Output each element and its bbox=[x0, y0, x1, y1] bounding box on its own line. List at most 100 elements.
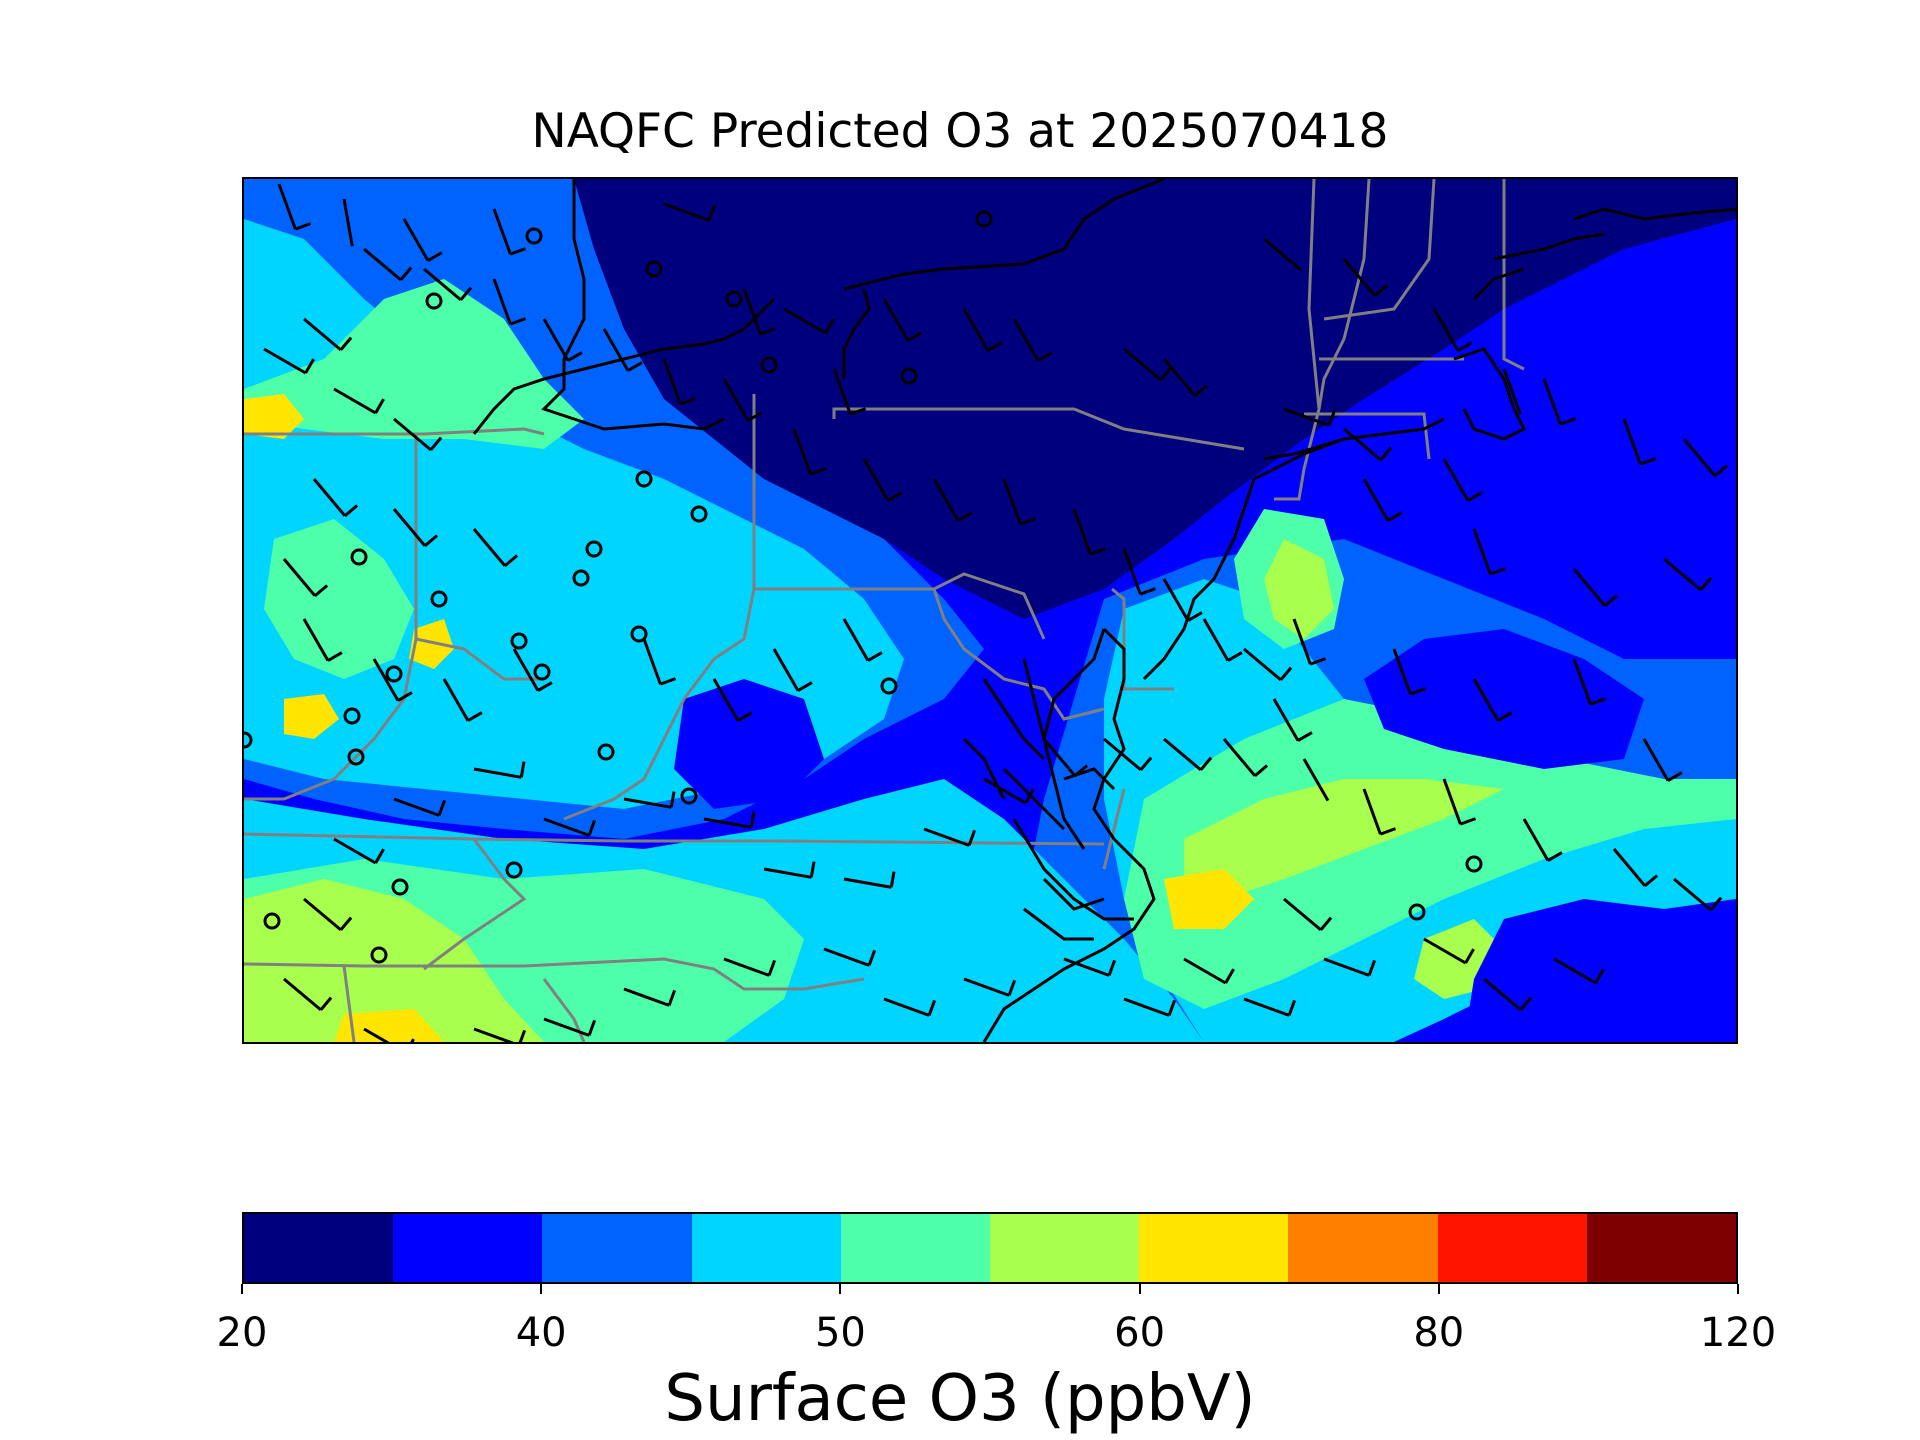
region-40-b bbox=[674, 679, 824, 809]
wind-barb-26 bbox=[1663, 557, 1713, 592]
colorbar-tick-mark bbox=[1437, 1284, 1440, 1294]
colorbar-tick-label: 50 bbox=[814, 1310, 866, 1356]
state-boundary-3 bbox=[752, 394, 1046, 640]
calm-marker-26 bbox=[880, 677, 898, 695]
calm-marker-11 bbox=[430, 590, 448, 608]
region-65-b bbox=[244, 394, 304, 439]
wind-barb-55 bbox=[303, 897, 353, 932]
wind-barb-49 bbox=[723, 957, 777, 977]
wind-barb-63 bbox=[843, 871, 896, 889]
colorbar-tick-label: 120 bbox=[1699, 1310, 1777, 1356]
calm-marker-5 bbox=[900, 367, 918, 385]
wind-barbs bbox=[263, 183, 1729, 1042]
colorbar-tick-mark bbox=[1138, 1284, 1141, 1294]
calm-marker-16 bbox=[533, 663, 551, 681]
calm-marker-19 bbox=[347, 748, 365, 766]
colorbar-tick-mark bbox=[540, 1284, 543, 1294]
state-boundary-6 bbox=[832, 407, 1245, 451]
calm-marker-27 bbox=[1408, 903, 1426, 921]
calm-marker-2 bbox=[425, 292, 443, 310]
wind-barb-87 bbox=[363, 247, 413, 282]
wind-barb-40 bbox=[1283, 897, 1333, 932]
calm-marker-28 bbox=[1465, 855, 1483, 873]
coastline-1 bbox=[541, 179, 725, 431]
wind-barb-98 bbox=[442, 678, 483, 722]
wind-barb-93 bbox=[392, 508, 439, 547]
state-boundary-15 bbox=[1317, 179, 1371, 410]
wind-barb-62 bbox=[763, 861, 816, 879]
wind-barb-103 bbox=[842, 618, 883, 662]
calm-marker-18 bbox=[244, 731, 253, 749]
wind-barb-16 bbox=[1502, 368, 1522, 415]
map-title: NAQFC Predicted O3 at 2025070418 bbox=[531, 104, 1389, 159]
coastline-20 bbox=[1023, 907, 1094, 941]
wind-barb-47 bbox=[883, 997, 937, 1017]
wind-barb-43 bbox=[1183, 957, 1235, 985]
coastline-7 bbox=[1453, 347, 1527, 441]
wind-barb-86 bbox=[423, 267, 473, 302]
ozone-map bbox=[242, 177, 1738, 1044]
wind-barb-96 bbox=[302, 618, 343, 662]
wind-barb-37 bbox=[1553, 957, 1605, 985]
calm-marker-20 bbox=[597, 743, 615, 761]
state-boundaries bbox=[244, 179, 1525, 1042]
coastline-19 bbox=[1042, 877, 1105, 911]
wind-barb-46 bbox=[963, 977, 1017, 997]
wind-barb-64 bbox=[923, 827, 977, 847]
ozone-field bbox=[244, 179, 1736, 1042]
wind-barb-18 bbox=[1622, 418, 1657, 466]
wind-barb-80 bbox=[792, 428, 827, 476]
region-65-c bbox=[284, 694, 339, 739]
wind-barb-10 bbox=[1012, 318, 1053, 362]
wind-barb-28 bbox=[1472, 678, 1513, 722]
wind-barb-20 bbox=[1442, 458, 1483, 502]
wind-barb-79 bbox=[862, 458, 903, 502]
wind-barb-21 bbox=[1343, 427, 1393, 462]
wind-barb-51 bbox=[543, 1017, 597, 1037]
state-boundary-12 bbox=[342, 965, 356, 1042]
wind-barb-2 bbox=[402, 218, 443, 262]
coastline-14 bbox=[1022, 658, 1086, 850]
wind-barb-6 bbox=[783, 307, 835, 335]
wind-barb-34 bbox=[1522, 818, 1563, 862]
calm-marker-23 bbox=[263, 912, 281, 930]
wind-barb-91 bbox=[393, 417, 443, 452]
state-boundary-0 bbox=[244, 427, 545, 436]
colorbar-bin-5 bbox=[990, 1214, 1140, 1282]
wind-barb-5 bbox=[742, 288, 777, 336]
region-60-c bbox=[1264, 539, 1334, 639]
calm-marker-3 bbox=[725, 290, 743, 308]
state-boundary-9 bbox=[244, 832, 1105, 846]
region-65-a bbox=[1164, 869, 1254, 929]
state-boundary-18 bbox=[1304, 412, 1431, 460]
wind-barb-53 bbox=[363, 1027, 415, 1042]
wind-barb-38 bbox=[1483, 977, 1533, 1012]
wind-barb-71 bbox=[1292, 618, 1327, 666]
state-boundary-5 bbox=[932, 588, 1105, 721]
wind-barb-52 bbox=[473, 1027, 527, 1042]
state-boundary-4 bbox=[563, 588, 756, 821]
wind-barb-54 bbox=[283, 977, 333, 1012]
coastline-16 bbox=[1012, 818, 1134, 921]
wind-barb-72 bbox=[1243, 647, 1293, 682]
wind-barb-4 bbox=[663, 202, 717, 222]
wind-barb-25 bbox=[1572, 568, 1619, 607]
wind-barb-23 bbox=[1362, 478, 1403, 522]
wind-barb-102 bbox=[772, 648, 813, 692]
calm-marker-13 bbox=[510, 632, 528, 650]
coastline-13 bbox=[1042, 628, 1106, 740]
wind-barb-89 bbox=[263, 347, 315, 375]
state-boundary-10 bbox=[423, 838, 527, 971]
calm-marker-0 bbox=[525, 227, 543, 245]
region-60-a bbox=[1184, 779, 1504, 899]
wind-barb-36 bbox=[1673, 877, 1723, 912]
wind-barb-60 bbox=[623, 791, 676, 809]
calm-marker-8 bbox=[690, 505, 708, 523]
coastline-5 bbox=[1493, 232, 1605, 261]
wind-barb-67 bbox=[1103, 737, 1153, 772]
coastline-6 bbox=[1472, 267, 1525, 301]
colorbar-tick-label: 80 bbox=[1413, 1310, 1465, 1356]
coastline-17 bbox=[1002, 767, 1066, 831]
wind-barb-90 bbox=[333, 387, 385, 415]
state-boundary-8 bbox=[1102, 788, 1126, 870]
